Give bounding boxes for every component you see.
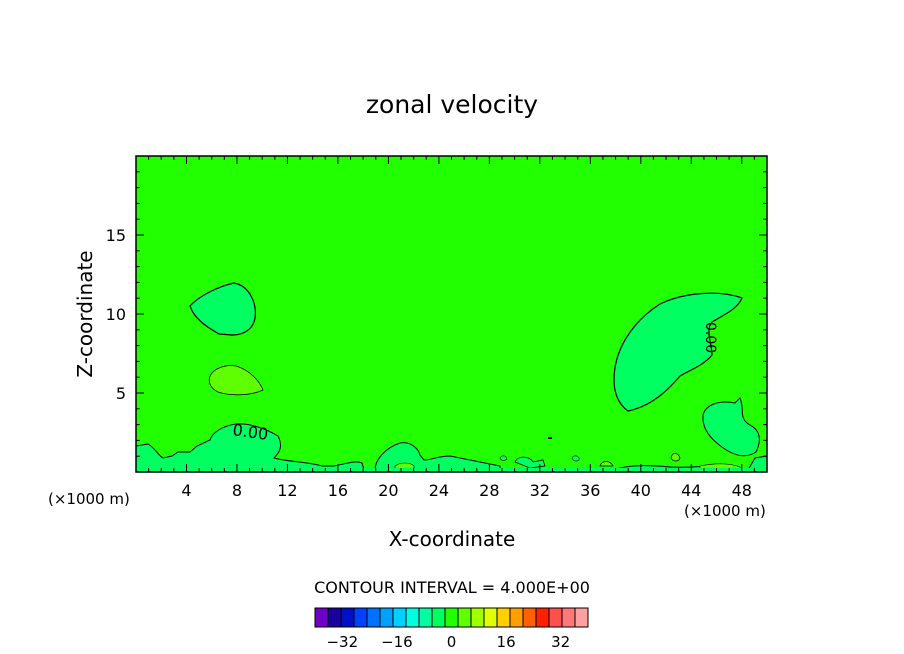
colorbar-swatch bbox=[366, 607, 381, 628]
colorbar-swatch bbox=[535, 607, 550, 628]
y-tick-labels: 5 10 15 bbox=[106, 226, 126, 403]
colorbar-swatch bbox=[470, 607, 485, 628]
x-tick-label: 8 bbox=[232, 481, 242, 500]
region-bottom-small-4 bbox=[499, 455, 508, 461]
colorbar-swatch bbox=[444, 607, 459, 628]
colorbar-tick-label: −16 bbox=[381, 633, 413, 651]
colorbar-tick-label: 0 bbox=[447, 633, 457, 651]
x-tick-label: 48 bbox=[732, 481, 752, 500]
region-bottom-mid bbox=[514, 456, 546, 469]
x-unit-label-right: (×1000 m) bbox=[684, 502, 766, 520]
region-right bbox=[613, 292, 743, 412]
colorbar-swatch bbox=[509, 607, 524, 628]
colorbar-swatch bbox=[561, 607, 576, 628]
region-bottom-small-3 bbox=[571, 455, 580, 462]
y-tick-label: 10 bbox=[106, 305, 126, 324]
region-left-mid bbox=[208, 365, 264, 396]
x-tick-label: 4 bbox=[181, 481, 191, 500]
colorbar-swatch bbox=[483, 607, 498, 628]
colorbar-swatch bbox=[353, 607, 368, 628]
colorbar-swatch bbox=[405, 607, 420, 628]
colorbar-swatch bbox=[457, 607, 472, 628]
region-bottom-left bbox=[135, 423, 501, 473]
x-axis-label: X-coordinate bbox=[389, 527, 516, 551]
colorbar-swatch bbox=[314, 607, 329, 628]
colorbar-tick-label: 32 bbox=[551, 633, 570, 651]
chart-title: zonal velocity bbox=[366, 90, 538, 119]
region-bottom-small-1 bbox=[599, 461, 614, 467]
region-right-lower bbox=[702, 397, 760, 457]
x-tick-label: 12 bbox=[277, 481, 297, 500]
colorbar-swatch bbox=[392, 607, 407, 628]
colorbar-labels: −32 −16 0 16 32 bbox=[326, 633, 570, 651]
region-left-upper bbox=[189, 282, 256, 336]
colorbar-swatch bbox=[340, 607, 355, 628]
contour-interval-text: CONTOUR INTERVAL = 4.000E+00 bbox=[314, 578, 590, 597]
x-tick-labels: 4 8 12 16 20 24 28 32 36 40 44 48 bbox=[181, 481, 752, 500]
colorbar-tick-label: 16 bbox=[497, 633, 516, 651]
colorbar-swatch bbox=[418, 607, 433, 628]
region-bottom-small-7 bbox=[548, 437, 552, 439]
colorbar-swatch bbox=[496, 607, 511, 628]
colorbar-swatch bbox=[522, 607, 537, 628]
colorbar-swatch bbox=[431, 607, 446, 628]
x-tick-label: 24 bbox=[429, 481, 449, 500]
x-tick-label: 40 bbox=[631, 481, 651, 500]
colorbar bbox=[314, 607, 589, 628]
x-tick-label: 44 bbox=[681, 481, 701, 500]
colorbar-swatch bbox=[574, 607, 589, 628]
y-tick-label: 15 bbox=[106, 226, 126, 245]
x-tick-label: 36 bbox=[580, 481, 600, 500]
colorbar-swatch bbox=[548, 607, 563, 628]
x-tick-label: 16 bbox=[328, 481, 348, 500]
region-bottom-small-2 bbox=[670, 453, 681, 462]
x-tick-label: 20 bbox=[378, 481, 398, 500]
colorbar-tick-label: −32 bbox=[326, 633, 358, 651]
axis-ticks bbox=[136, 156, 767, 472]
y-tick-label: 5 bbox=[116, 384, 126, 403]
contour-label: 0.00 bbox=[231, 420, 269, 444]
contour-label-right: 0.00 bbox=[702, 322, 718, 353]
x-tick-label: 32 bbox=[530, 481, 550, 500]
x-tick-label: 28 bbox=[479, 481, 499, 500]
colorbar-swatch bbox=[327, 607, 342, 628]
y-axis-label: Z-coordinate bbox=[73, 250, 97, 377]
x-unit-label: (×1000 m) bbox=[48, 490, 130, 508]
colorbar-swatch bbox=[379, 607, 394, 628]
